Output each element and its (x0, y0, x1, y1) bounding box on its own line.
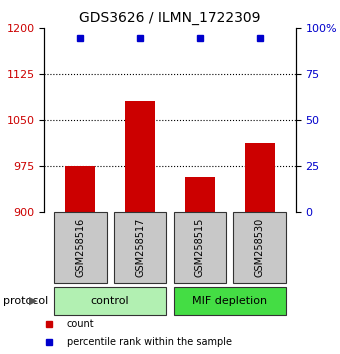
Text: count: count (67, 319, 95, 329)
Bar (234, 212, 286, 283)
Bar (114, 212, 166, 283)
Bar (54, 212, 106, 283)
Text: percentile rank within the sample: percentile rank within the sample (67, 337, 232, 347)
Text: GSM258530: GSM258530 (255, 218, 265, 278)
Text: MIF depletion: MIF depletion (192, 296, 268, 306)
Bar (174, 287, 286, 315)
Title: GDS3626 / ILMN_1722309: GDS3626 / ILMN_1722309 (79, 11, 261, 24)
Text: GSM258516: GSM258516 (75, 218, 85, 278)
Text: GSM258517: GSM258517 (135, 218, 145, 278)
Bar (174, 212, 226, 283)
Bar (54, 287, 166, 315)
Text: protocol: protocol (3, 296, 49, 306)
Bar (65, 166, 95, 212)
Text: GSM258515: GSM258515 (195, 218, 205, 278)
Text: control: control (91, 296, 130, 306)
Bar (125, 101, 155, 212)
Bar (185, 177, 215, 212)
Bar (245, 143, 275, 212)
Text: ▶: ▶ (29, 296, 37, 306)
